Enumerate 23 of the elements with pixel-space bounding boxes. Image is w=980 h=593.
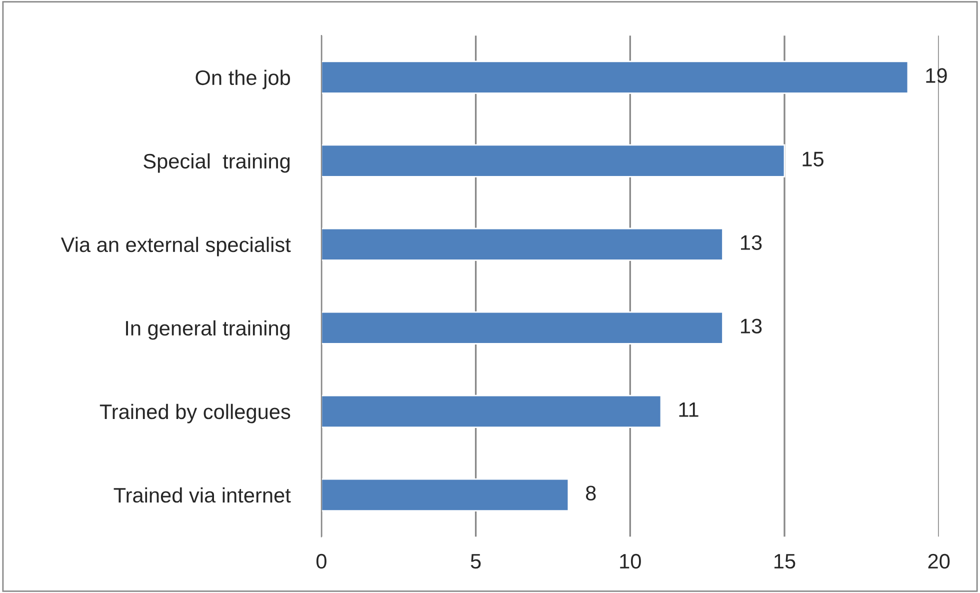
- x-tick-label: 20: [928, 554, 950, 569]
- data-label: 15: [802, 152, 824, 166]
- bar: [321, 311, 724, 344]
- x-tick-label: 0: [316, 554, 326, 569]
- bar: [321, 144, 786, 178]
- y-tick-label: On the job: [196, 70, 290, 90]
- y-tick-label: In general training: [126, 320, 290, 340]
- data-label: 8: [586, 486, 596, 500]
- y-tick-label: Trained by collegues: [100, 404, 290, 424]
- y-tick-label: Via an external specialist: [60, 236, 291, 256]
- data-label: 19: [926, 68, 947, 83]
- bar: [321, 60, 909, 94]
- bar: [321, 228, 724, 261]
- data-label: 13: [741, 235, 762, 250]
- bar: [321, 394, 662, 428]
- y-tick-label: Trained via internet: [114, 487, 291, 503]
- x-tick-label: 5: [470, 554, 481, 569]
- x-tick-label: 10: [620, 554, 641, 569]
- data-label: 11: [679, 402, 698, 417]
- bar: [321, 478, 570, 512]
- y-tick-label: Special training: [144, 153, 290, 173]
- x-tick-label: 15: [774, 554, 796, 569]
- data-label: 13: [741, 318, 762, 334]
